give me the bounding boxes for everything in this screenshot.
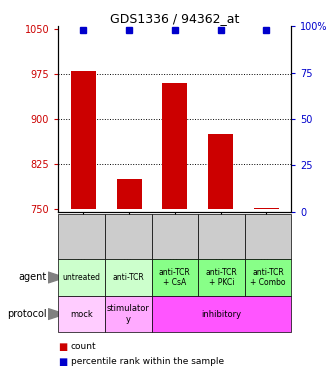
Text: percentile rank within the sample: percentile rank within the sample	[71, 357, 224, 366]
Text: anti-TCR: anti-TCR	[112, 273, 144, 282]
Text: agent: agent	[18, 273, 47, 282]
Title: GDS1336 / 94362_at: GDS1336 / 94362_at	[110, 12, 239, 25]
Bar	[254, 208, 279, 209]
Text: count: count	[71, 342, 97, 351]
Bar	[117, 179, 142, 209]
Polygon shape	[48, 272, 65, 283]
Polygon shape	[48, 309, 65, 320]
Text: stimulator
y: stimulator y	[107, 304, 150, 324]
Text: ■: ■	[58, 357, 68, 367]
Text: anti-TCR
+ Combo: anti-TCR + Combo	[250, 268, 286, 287]
Text: anti-TCR
+ PKCi: anti-TCR + PKCi	[205, 268, 237, 287]
Text: anti-TCR
+ CsA: anti-TCR + CsA	[159, 268, 191, 287]
Text: protocol: protocol	[7, 309, 47, 319]
Bar	[208, 134, 233, 209]
Bar	[162, 83, 187, 209]
Bar	[71, 71, 96, 209]
Text: ■: ■	[58, 342, 68, 352]
Text: inhibitory: inhibitory	[201, 310, 241, 319]
Text: mock: mock	[70, 310, 93, 319]
Text: untreated: untreated	[63, 273, 101, 282]
